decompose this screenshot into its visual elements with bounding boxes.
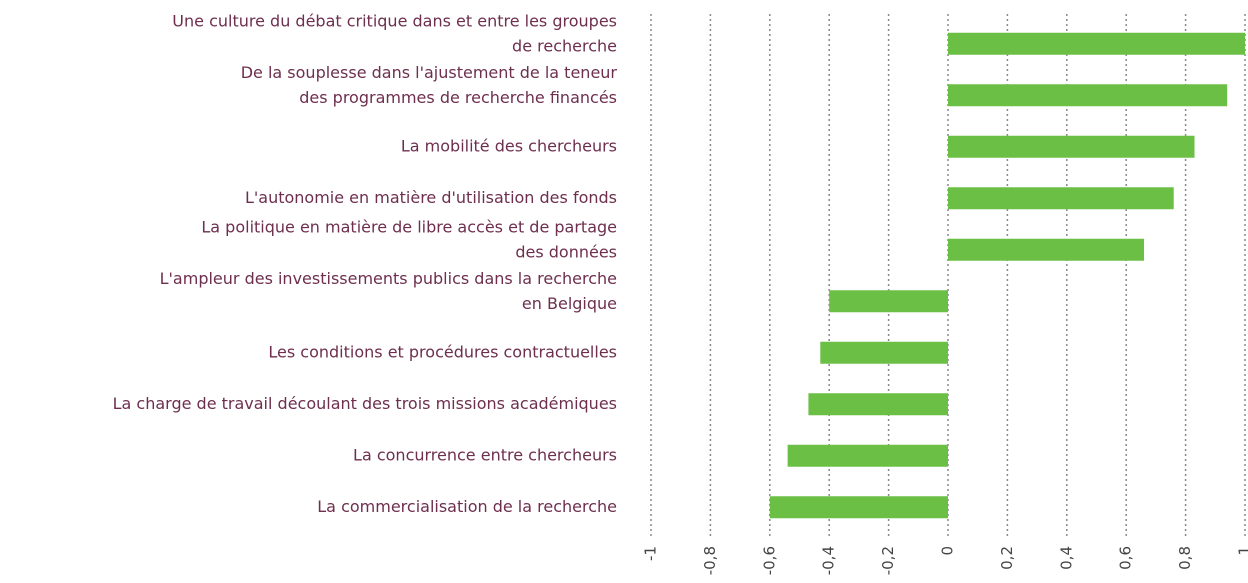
category-label: de recherche [512,36,617,55]
bar [948,187,1174,210]
x-tick-label: 0,2 [998,546,1016,570]
x-tick-label: 0,8 [1176,546,1194,570]
x-tick-label: -1 [642,546,660,561]
x-tick-label: 0,4 [1057,546,1075,570]
x-tick-label: -0,8 [701,546,719,575]
category-label: De la souplesse dans l'ajustement de la … [241,63,618,82]
category-label: La charge de travail découlant des trois… [113,394,617,413]
category-label: La mobilité des chercheurs [401,136,617,155]
category-label: des programmes de recherche financés [299,88,617,107]
category-label: L'autonomie en matière d'utilisation des… [245,188,617,207]
bar [948,32,1245,55]
bar [948,135,1195,158]
bar [948,238,1145,261]
x-tick-label: -0,6 [760,546,778,575]
category-label: Une culture du débat critique dans et en… [172,11,617,30]
x-tick-label: 0,6 [1117,546,1135,570]
bar [808,393,948,416]
bar [820,341,948,364]
x-tick-label: -0,4 [820,546,838,575]
category-label: des données [515,242,617,261]
category-label: Les conditions et procédures contractuel… [268,342,617,361]
bar [787,444,948,467]
bar [769,496,948,519]
category-label: La commercialisation de la recherche [317,497,617,516]
x-tick-label: 0 [939,546,957,556]
bar [829,290,948,313]
x-tick-label: 1 [1236,546,1248,556]
category-label: La concurrence entre chercheurs [353,445,617,464]
category-label: L'ampleur des investissements publics da… [160,269,617,288]
category-label: La politique en matière de libre accès e… [201,217,617,236]
category-label: en Belgique [522,294,617,313]
x-tick-label: -0,2 [879,546,897,575]
bar [948,84,1228,107]
